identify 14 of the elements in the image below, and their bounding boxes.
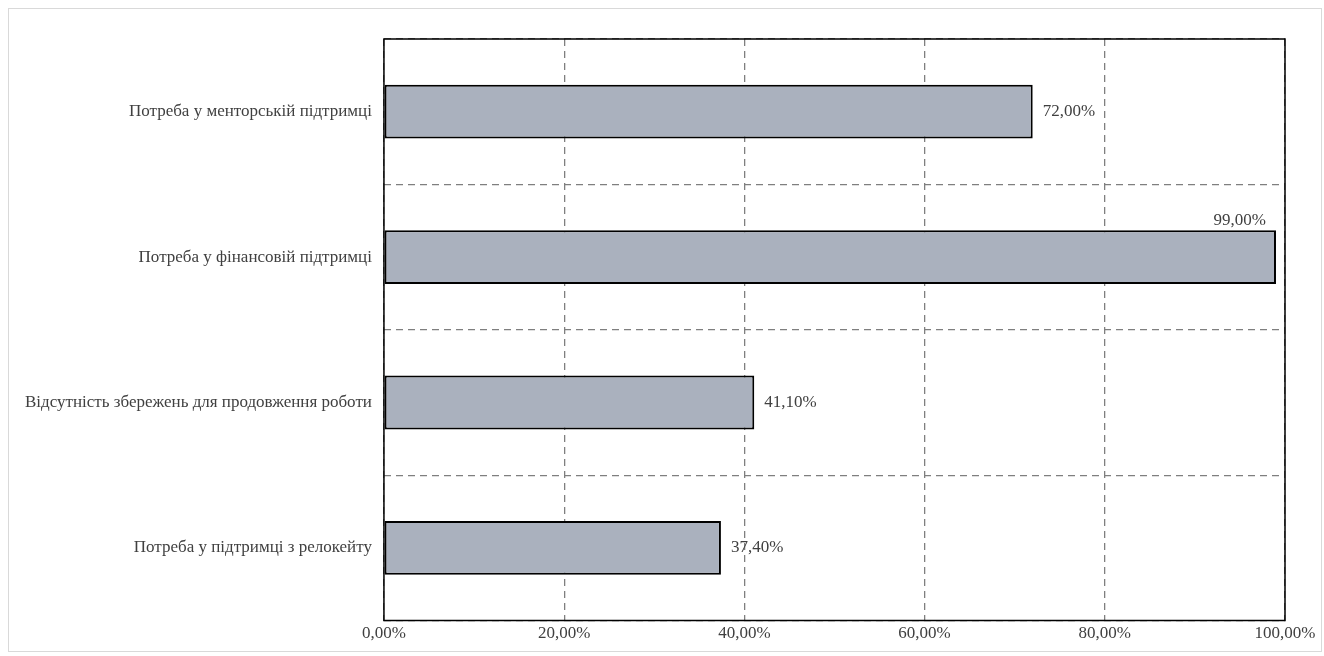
x-tick-label: 80,00% xyxy=(1078,623,1131,643)
x-tick-label: 60,00% xyxy=(898,623,951,643)
data-label: 72,00% xyxy=(1042,101,1096,121)
y-tick-label: Відсутність збережень для продовження роботи xyxy=(24,391,372,411)
x-tick-label: 0,00% xyxy=(361,623,406,643)
x-tick-label: 40,00% xyxy=(718,623,771,643)
x-tick-label: 100,00% xyxy=(1254,623,1316,643)
y-tick-label: Потреба у підтримці з релокейту xyxy=(133,537,373,557)
data-label: 37,40% xyxy=(730,537,784,557)
data-label: 41,10% xyxy=(764,391,817,411)
y-tick-label: Потреба у менторській підтримці xyxy=(128,101,373,121)
y-tick-label: Потреба у фінансовій підтримці xyxy=(138,246,373,266)
data-label: 99,00% xyxy=(1213,209,1266,229)
x-tick-label: 20,00% xyxy=(537,623,591,643)
